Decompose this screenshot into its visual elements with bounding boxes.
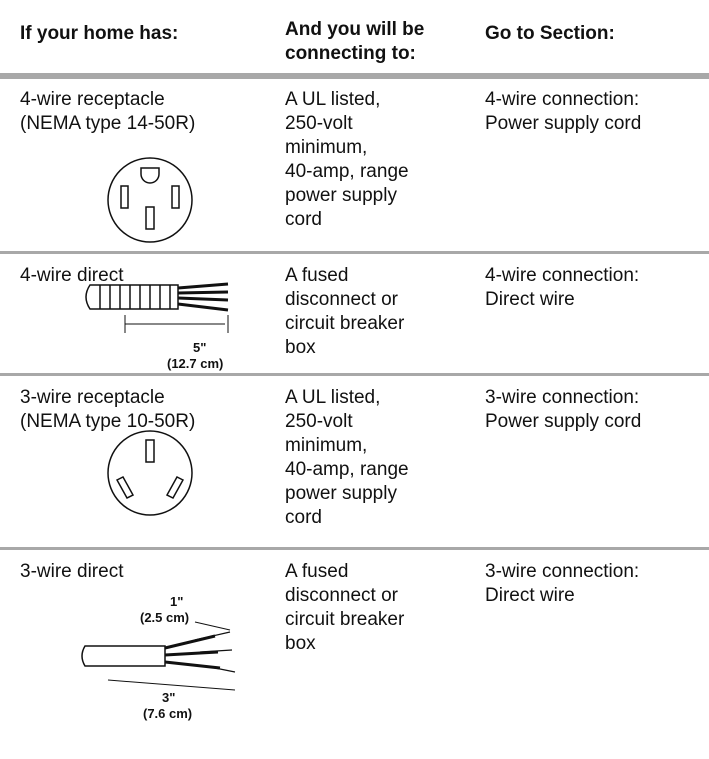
cell-text: 40-amp, range [285,161,409,182]
cell-text: disconnect or [285,585,399,606]
cell-text: 4-wire connection: [485,89,640,110]
cell-text: Power supply cord [485,113,642,134]
header-cell: Go to Section: [485,23,615,44]
figure-label: 3" [162,690,176,705]
cell-text: circuit breaker [285,609,405,630]
cell-text: power supply [285,483,397,504]
cell-text: minimum, [285,435,368,456]
cell-text: cord [285,209,322,230]
receptacle-10-50r [107,430,193,516]
cell-text: (NEMA type 14-50R) [20,113,196,134]
cell-text: box [285,337,316,358]
wire-3-direct [81,621,236,691]
cell-text: 4-wire connection: [485,265,640,286]
cell-text: Power supply cord [485,411,642,432]
row-rule [0,251,709,254]
cell-text: 250-volt [285,411,353,432]
wire-4-direct [85,282,229,333]
cell-text: box [285,633,316,654]
cell-text: disconnect or [285,289,399,310]
receptacle-14-50r [107,157,193,243]
figure-label: (2.5 cm) [140,610,190,625]
row-rule [0,373,709,376]
cell-text: circuit breaker [285,313,405,334]
header-rule [0,73,709,79]
row-rule [0,547,709,550]
figure-label: 1" [170,594,184,609]
cell-text: 250-volt [285,113,353,134]
cell-text: 3-wire receptacle [20,387,165,408]
cell-text: A fused [285,265,349,286]
figure-label: 5" [193,340,207,355]
cell-text: cord [285,507,322,528]
cell-text: minimum, [285,137,368,158]
cell-text: A UL listed, [285,89,381,110]
cell-text: (NEMA type 10-50R) [20,411,196,432]
figure-label: (12.7 cm) [167,356,224,371]
cell-text: Direct wire [485,585,575,606]
header-cell: And you will be [285,19,425,40]
cell-text: A UL listed, [285,387,381,408]
figure-label: (7.6 cm) [143,706,193,721]
cell-text: 3-wire connection: [485,561,640,582]
cell-text: 40-amp, range [285,459,409,480]
cell-text: Direct wire [485,289,575,310]
cell-text: A fused [285,561,349,582]
cell-text: 4-wire direct [20,265,124,286]
header-cell: If your home has: [20,23,179,44]
header-cell: connecting to: [285,43,416,64]
cell-text: power supply [285,185,397,206]
cell-text: 4-wire receptacle [20,89,165,110]
cell-text: 3-wire connection: [485,387,640,408]
cell-text: 3-wire direct [20,561,124,582]
